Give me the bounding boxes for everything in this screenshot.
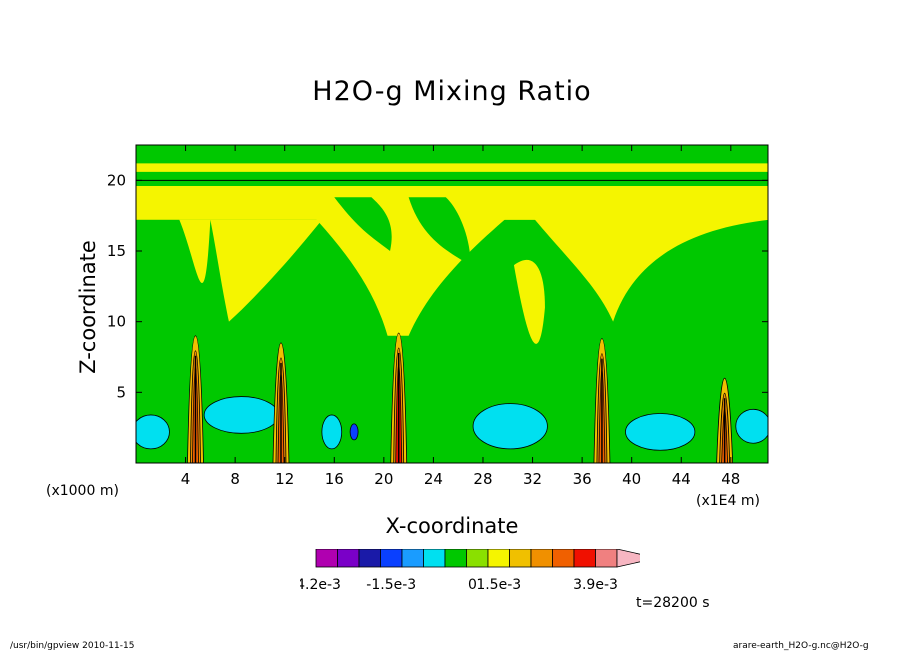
plume-3 [593, 338, 611, 463]
colorbar-tick-label: -4.2e-3 [300, 577, 341, 593]
y-axis-label: Z-coordinate [76, 240, 100, 374]
cyan-blob-3 [472, 403, 548, 450]
x-scale-label: (x1E4 m) [696, 493, 760, 509]
x-tick-label: 28 [473, 470, 492, 488]
colorbar-box [466, 549, 489, 568]
plume-1 [272, 342, 290, 463]
y-tick-label: 5 [116, 383, 126, 401]
colorbar-tick-label: 0 [468, 577, 477, 593]
cyan-blob-5 [735, 408, 768, 444]
colorbar-boxes [315, 549, 640, 568]
y-tick-label: 20 [107, 171, 126, 189]
plot-frame [135, 144, 769, 464]
x-tick-label: 4 [181, 470, 191, 488]
plume-2 [390, 332, 408, 463]
right-yellow-lobe [513, 259, 545, 344]
x-tick-label: 16 [325, 470, 344, 488]
colorbar-labels: -4.2e-3 -1.5e-3 01.5e-3 3.9e-3 [300, 577, 618, 593]
left-green-region [136, 219, 181, 386]
x-tick-label: 32 [523, 470, 542, 488]
colorbar-box [509, 549, 532, 568]
yellow-drape-left [210, 219, 322, 322]
colorbar-box [595, 549, 618, 568]
footer-file: arare-earth_H2O-g.nc@H2O-g [733, 641, 869, 651]
colorbar-box [573, 549, 596, 568]
plume-0 [187, 335, 204, 463]
colorbar-tick-label: 1.5e-3 [476, 577, 521, 593]
colorbar-box [530, 549, 553, 568]
colorbar-box [487, 549, 510, 568]
x-tick-label: 44 [672, 470, 691, 488]
left-yellow-tongue [179, 219, 211, 284]
x-tick-label: 40 [622, 470, 641, 488]
x-tick-label: 48 [721, 470, 740, 488]
cyan-blob-1 [203, 396, 279, 434]
colorbar-box [358, 549, 381, 568]
x-tick-label: 8 [230, 470, 240, 488]
right-yellow-region [507, 185, 768, 322]
colorbar-box [380, 549, 403, 568]
top-yellow-strip [136, 163, 768, 172]
cyan-blob-0 [136, 414, 170, 450]
x-unit-label: (x1000 m) [46, 483, 119, 499]
colorbar-tick-label: 3.9e-3 [573, 577, 618, 593]
fan-green-cell-1 [334, 197, 392, 251]
x-tick-label: 20 [374, 470, 393, 488]
colorbar-box [423, 549, 446, 568]
colorbar-box [444, 549, 467, 568]
cyan-blob-2 [321, 414, 343, 450]
colorbar-arrow [616, 549, 640, 568]
footer-program: /usr/bin/gpview 2010-11-15 [10, 641, 135, 651]
y-tick-label: 10 [107, 313, 126, 331]
cyan-blob-4 [625, 413, 696, 451]
colorbar-box [401, 549, 424, 568]
colorbar-box [552, 549, 575, 568]
colorbar-box [315, 549, 338, 568]
colorbar-tick-label: -1.5e-3 [366, 577, 416, 593]
x-axis-label: X-coordinate [385, 514, 519, 538]
blue-cell [349, 423, 359, 441]
colorbar: -4.2e-3 -1.5e-3 01.5e-3 3.9e-3 [300, 549, 640, 593]
x-tick-label: 12 [275, 470, 294, 488]
x-tick-label: 36 [573, 470, 592, 488]
colorbar-box [337, 549, 360, 568]
central-yellow-fan [284, 185, 545, 336]
plume-4 [716, 377, 734, 463]
chart-title: H2O-g Mixing Ratio [312, 76, 592, 107]
contour-field [136, 145, 768, 463]
fan-green-cell-2 [408, 197, 471, 266]
time-label: t=28200 s [636, 595, 710, 611]
x-tick-label: 24 [424, 470, 443, 488]
y-tick-label: 15 [107, 242, 126, 260]
